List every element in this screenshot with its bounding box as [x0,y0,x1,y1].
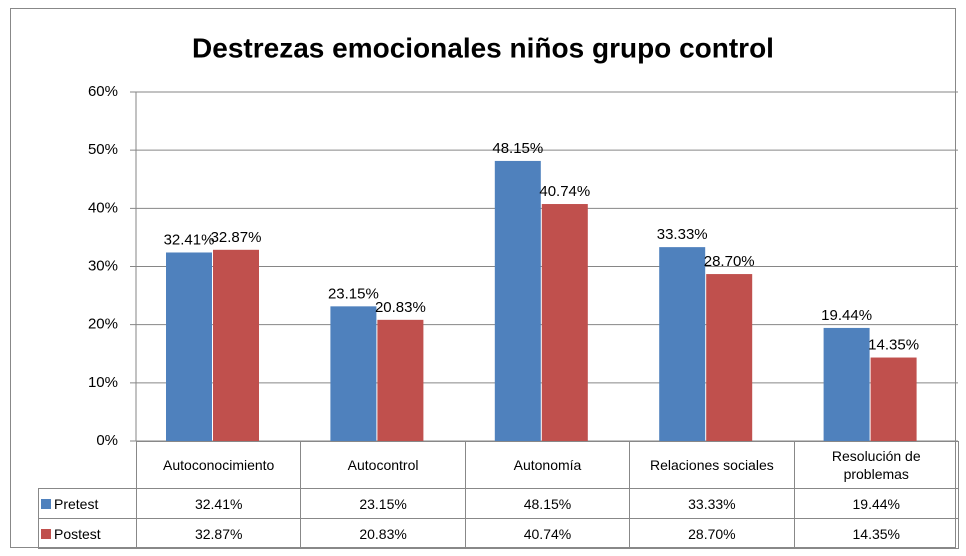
data-label: 32.41% [164,231,215,248]
y-tick-label: 40% [88,199,118,216]
data-table: Autoconocimiento Autocontrol Autonomía Rela… [38,441,959,549]
corner-cell [38,441,137,489]
legend-label: Postest [54,525,101,542]
category-label: Relaciones sociales [629,441,795,489]
bar [659,247,706,441]
category-label: Autonomía [464,441,631,489]
data-label: 19.44% [821,307,872,324]
category-label: Resolución de problemas [793,441,959,489]
table-value: 48.15% [464,488,631,519]
bar [541,204,588,441]
table-value: 40.74% [464,518,631,549]
bar [166,252,212,441]
data-label: 14.35% [868,336,919,353]
table-value: 20.83% [300,518,466,549]
y-tick-label: 50% [88,141,118,158]
table-value: 32.41% [135,488,302,519]
y-tick-label: 60% [88,83,118,100]
bar [823,327,870,441]
series-row: Postest 32.87% 20.83% 40.74% 28.70% 14.35% [38,518,959,549]
bar [377,319,424,441]
chart-title: Destrezas emocionales niños grupo contro… [192,32,774,63]
bar [213,249,259,441]
table-value: 23.15% [300,488,466,519]
category-label: Autocontrol [300,441,466,489]
legend-swatch [41,528,51,539]
data-label: 33.33% [657,226,708,243]
bar [494,160,541,442]
bar [330,306,377,441]
header-row: Autoconocimiento Autocontrol Autonomía Rela… [38,441,959,489]
table-value: 14.35% [793,518,959,549]
data-label: 40.74% [539,183,590,200]
data-label: 28.70% [704,253,755,270]
table-value: 19.44% [793,488,959,519]
bar [706,274,753,441]
table-value: 33.33% [629,488,795,519]
y-tick-label: 30% [88,257,118,274]
legend-label: Pretest [54,495,99,512]
y-tick-label: 10% [88,374,118,391]
category-label: Autoconocimiento [135,441,302,489]
table-value: 28.70% [629,518,795,549]
data-label: 32.87% [211,229,262,246]
legend-swatch [41,498,51,509]
bar [870,357,917,441]
legend-entry: Postest [38,518,137,549]
legend-entry: Pretest [38,488,137,519]
y-tick-label: 20% [88,316,118,333]
series-row: Pretest 32.41% 23.15% 48.15% 33.33% 19.44% [38,488,959,519]
table-value: 32.87% [135,518,302,549]
data-label: 23.15% [328,285,379,302]
data-label: 48.15% [492,140,543,157]
data-label: 20.83% [375,299,426,316]
